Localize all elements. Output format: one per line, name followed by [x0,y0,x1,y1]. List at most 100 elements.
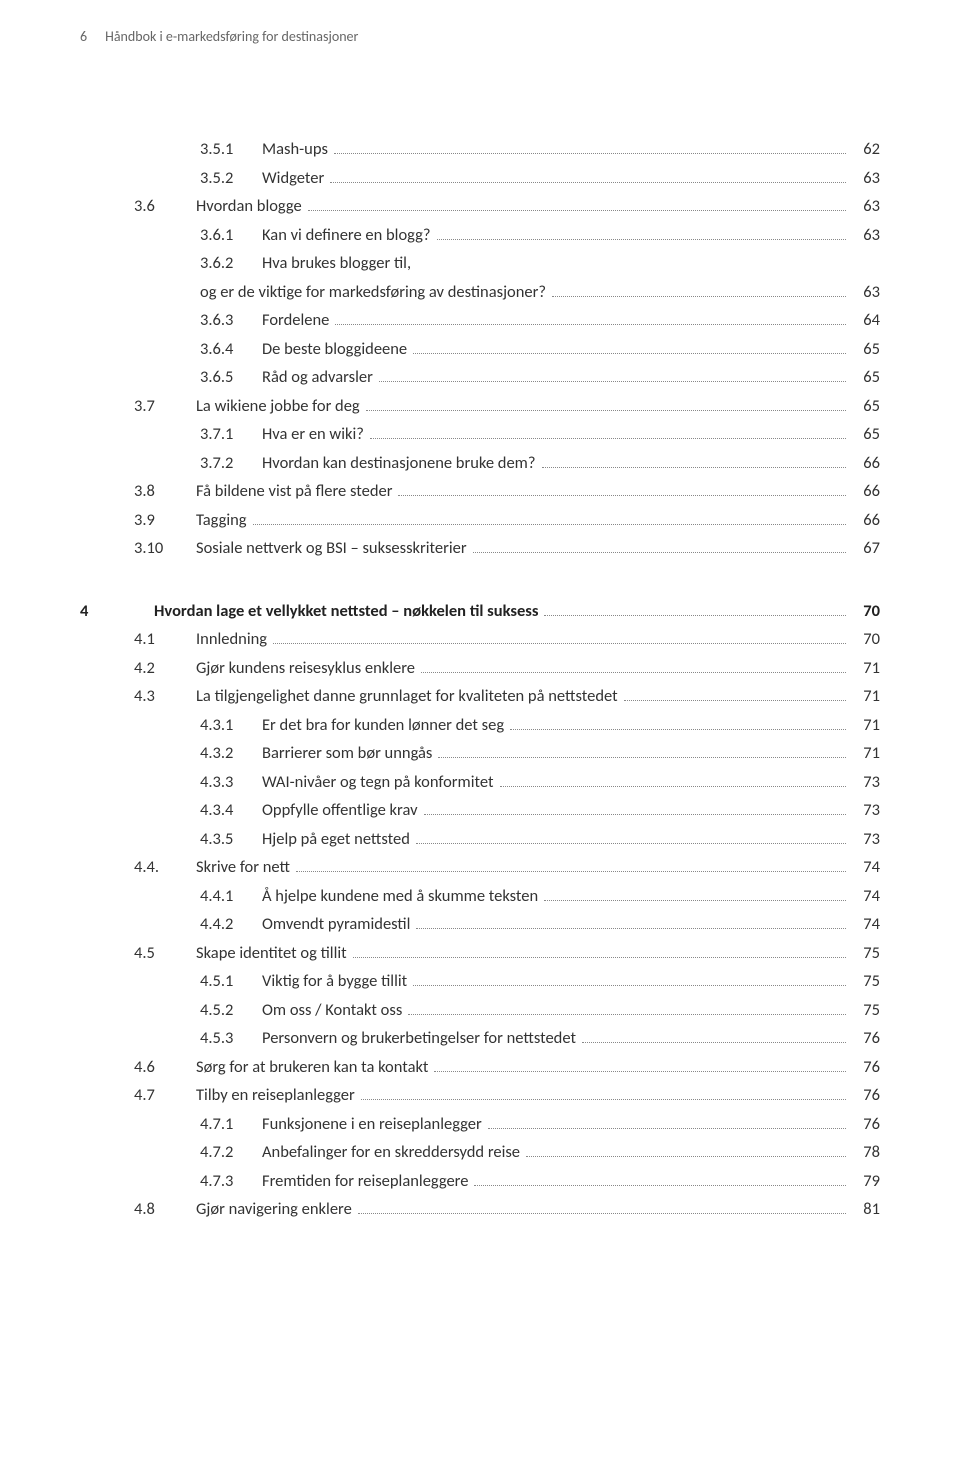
toc-leader [544,900,846,901]
toc-entry-title: Tilby en reiseplanlegger [196,1087,355,1104]
toc-leader [510,729,846,730]
toc-entry-title: Anbefalinger for en skreddersydd reise [262,1144,520,1161]
toc-leader [366,410,846,411]
toc-entry-page: 65 [852,398,880,415]
toc-entry-number: 4.3.4 [200,802,262,819]
toc-leader [488,1128,846,1129]
toc-entry-page: 71 [852,688,880,705]
toc-entry-page: 63 [852,284,880,301]
toc-entry-number: 4.4.2 [200,916,262,933]
toc-leader [421,672,846,673]
toc-entry-page: 66 [852,512,880,529]
toc-row: 3.9Tagging66 [80,512,880,529]
toc-entry-page: 66 [852,455,880,472]
toc-chapter-number: 4 [80,603,106,620]
toc-row: 4.3.2Barrierer som bør unngås71 [80,745,880,762]
toc-entry-number: 3.7 [134,398,196,415]
toc-entry-number: 4.6 [134,1059,196,1076]
toc-row: 4.3.1Er det bra for kunden lønner det se… [80,717,880,734]
toc-entry-number: 4.7 [134,1087,196,1104]
toc-entry-number: 4.3 [134,688,196,705]
toc-entry-page: 71 [852,717,880,734]
toc-leader [413,985,846,986]
toc-entry-title: Hva er en wiki? [262,426,364,443]
toc-entry-title: Omvendt pyramidestil [262,916,410,933]
toc-entry-page: 74 [852,888,880,905]
toc-entry-page: 62 [852,141,880,158]
toc-entry-page: 63 [852,198,880,215]
toc-entry-number: 4.7.1 [200,1116,262,1133]
toc-entry-title: La wikiene jobbe for deg [196,398,360,415]
toc-leader [416,928,846,929]
toc-leader [416,843,846,844]
toc-entry-page: 71 [852,660,880,677]
toc-row: 3.5.1Mash-ups62 [80,141,880,158]
toc-entry-page: 78 [852,1144,880,1161]
toc-entry-title: Skape identitet og tillit [196,945,347,962]
toc-row: 4.3.3WAI-nivåer og tegn på konformitet73 [80,774,880,791]
toc-entry-number: 4.5 [134,945,196,962]
toc-leader [379,381,846,382]
toc-entry-number: 4.3.1 [200,717,262,734]
toc-leader [552,296,846,297]
toc-row: 3.7.2Hvordan kan destinasjonene bruke de… [80,455,880,472]
toc-entry-title: WAI-nivåer og tegn på konformitet [262,774,494,791]
toc-entry-title: Er det bra for kunden lønner det seg [262,717,504,734]
toc-row: 4.8Gjør navigering enklere81 [80,1201,880,1218]
toc-entry-title: Personvern og brukerbetingelser for nett… [262,1030,576,1047]
toc-entry-number: 4.4.1 [200,888,262,905]
toc-entry-page: 70 [852,631,880,648]
toc-entry-number: 3.5.1 [200,141,262,158]
toc-row: 3.7.1Hva er en wiki?65 [80,426,880,443]
toc-leader [438,757,846,758]
toc-entry-title: Om oss / Kontakt oss [262,1002,402,1019]
toc-entry-page: 81 [852,1201,880,1218]
toc-entry-page: 63 [852,227,880,244]
toc-row: 4.3.4Oppfylle offentlige krav73 [80,802,880,819]
toc-row: 4.7.3Fremtiden for reiseplanleggere79 [80,1173,880,1190]
toc-row: 3.6.4De beste bloggideene65 [80,341,880,358]
toc-entry-number: 3.6.1 [200,227,262,244]
toc-row: 4.4.Skrive for nett74 [80,859,880,876]
toc-row: 4.6Sørg for at brukeren kan ta kontakt 76 [80,1059,880,1076]
toc-entry-title: og er de viktige for markedsføring av de… [200,284,546,301]
toc-leader [308,210,846,211]
toc-entry-number: 4.5.1 [200,973,262,990]
toc-row: 4.5Skape identitet og tillit75 [80,945,880,962]
toc-row: 3.5.2Widgeter63 [80,170,880,187]
toc-entry-number: 4.8 [134,1201,196,1218]
toc-row: 4.4.2Omvendt pyramidestil74 [80,916,880,933]
toc-entry-title: Hva brukes blogger til, [262,255,411,272]
toc-entry-title: Sørg for at brukeren kan ta kontakt [196,1059,428,1076]
toc-entry-number: 3.6.4 [200,341,262,358]
toc-entry-page: 76 [852,1116,880,1133]
toc-leader [330,182,846,183]
toc-entry-title: Hvordan kan destinasjonene bruke dem? [262,455,536,472]
toc-entry-title: Funksjonene i en reiseplanlegger [262,1116,482,1133]
toc-entry-number: 4.4. [134,859,196,876]
toc-entry-page: 73 [852,831,880,848]
toc-entry-title: Hvordan blogge [196,198,302,215]
toc-entry-page: 74 [852,859,880,876]
toc-entry-number: 3.6.3 [200,312,262,329]
page-number: 6 [80,28,87,45]
toc-entry-page: 76 [852,1059,880,1076]
toc-entry-title: Kan vi definere en blogg? [262,227,431,244]
toc-entry-page: 63 [852,170,880,187]
toc-row: 4.3.5Hjelp på eget nettsted73 [80,831,880,848]
toc-entry-title: Å hjelpe kundene med å skumme teksten [262,888,538,905]
toc-leader [361,1099,846,1100]
toc-entry-page: 75 [852,973,880,990]
toc-entry-title: Sosiale nettverk og BSI – suksesskriteri… [196,540,467,557]
toc-row: 3.6Hvordan blogge63 [80,198,880,215]
toc-entry-number: 3.6.5 [200,369,262,386]
toc-entry-page: 79 [852,1173,880,1190]
toc-entry-title: Tagging [196,512,247,529]
toc-leader [424,814,846,815]
toc-leader [582,1042,846,1043]
toc-entry-title: De beste bloggideene [262,341,407,358]
toc-leader [500,786,847,787]
toc-row: 4.5.1Viktig for å bygge tillit75 [80,973,880,990]
toc-row: 3.10Sosiale nettverk og BSI – suksesskri… [80,540,880,557]
toc-entry-page: 75 [852,1002,880,1019]
